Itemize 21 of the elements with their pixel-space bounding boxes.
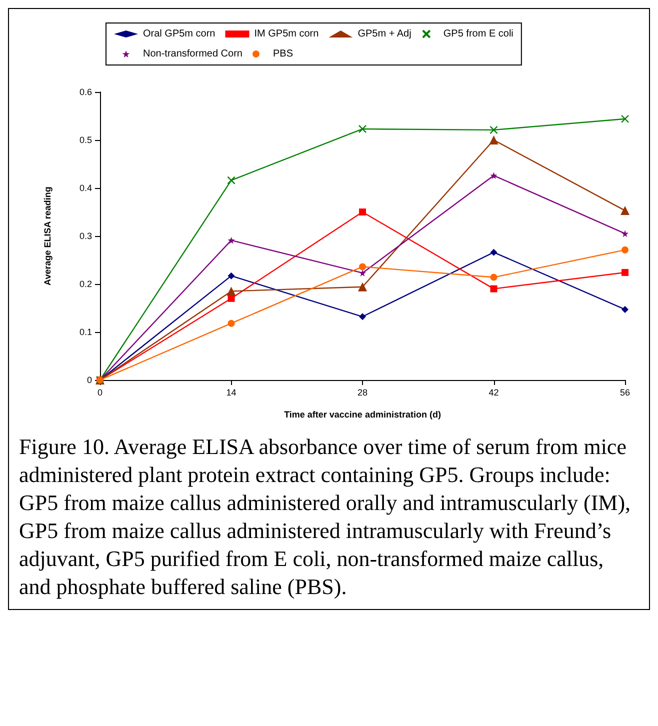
x-tick-label: 42 [488,388,499,398]
y-tick-label: 0 [86,375,92,385]
legend-label: Oral GP5m corn [143,28,216,40]
legend-label: Non-transformed Corn [143,48,242,60]
y-tick-label: 0.3 [79,231,92,241]
legend-label: IM GP5m corn [254,28,319,40]
legend-label: PBS [272,48,294,60]
y-axis-title: Average ELISA reading [42,186,52,286]
y-tick-label: 0.5 [79,135,92,145]
y-tick-label: 0.4 [79,183,92,193]
x-tick-label: 28 [357,388,368,398]
x-tick-label: 14 [226,388,236,398]
y-tick-label: 0.1 [79,327,92,337]
x-tick-label: 0 [97,388,103,398]
y-tick-label: 0.6 [79,87,92,97]
y-tick-label: 0.2 [79,279,92,289]
legend-label: GP5 from E coli [443,28,514,40]
x-tick-label: 56 [620,388,630,398]
legend-label: GP5m + Adj [358,28,412,40]
caption: Figure 10. Average ELISA absorbance over time of serum from mice administered plant protein extract containing GP5. Groups include: GP5 from maize callus administered orally and intramuscularly (IM), GP5 from maize callus administered intramuscularly with Freund’s adjuvant, GP5 purified from E coli, non-transformed maize callus, and phosphate buffered saline (PBS). [18,433,632,601]
x-axis-title: Time after vaccine administration (d) [284,410,441,420]
